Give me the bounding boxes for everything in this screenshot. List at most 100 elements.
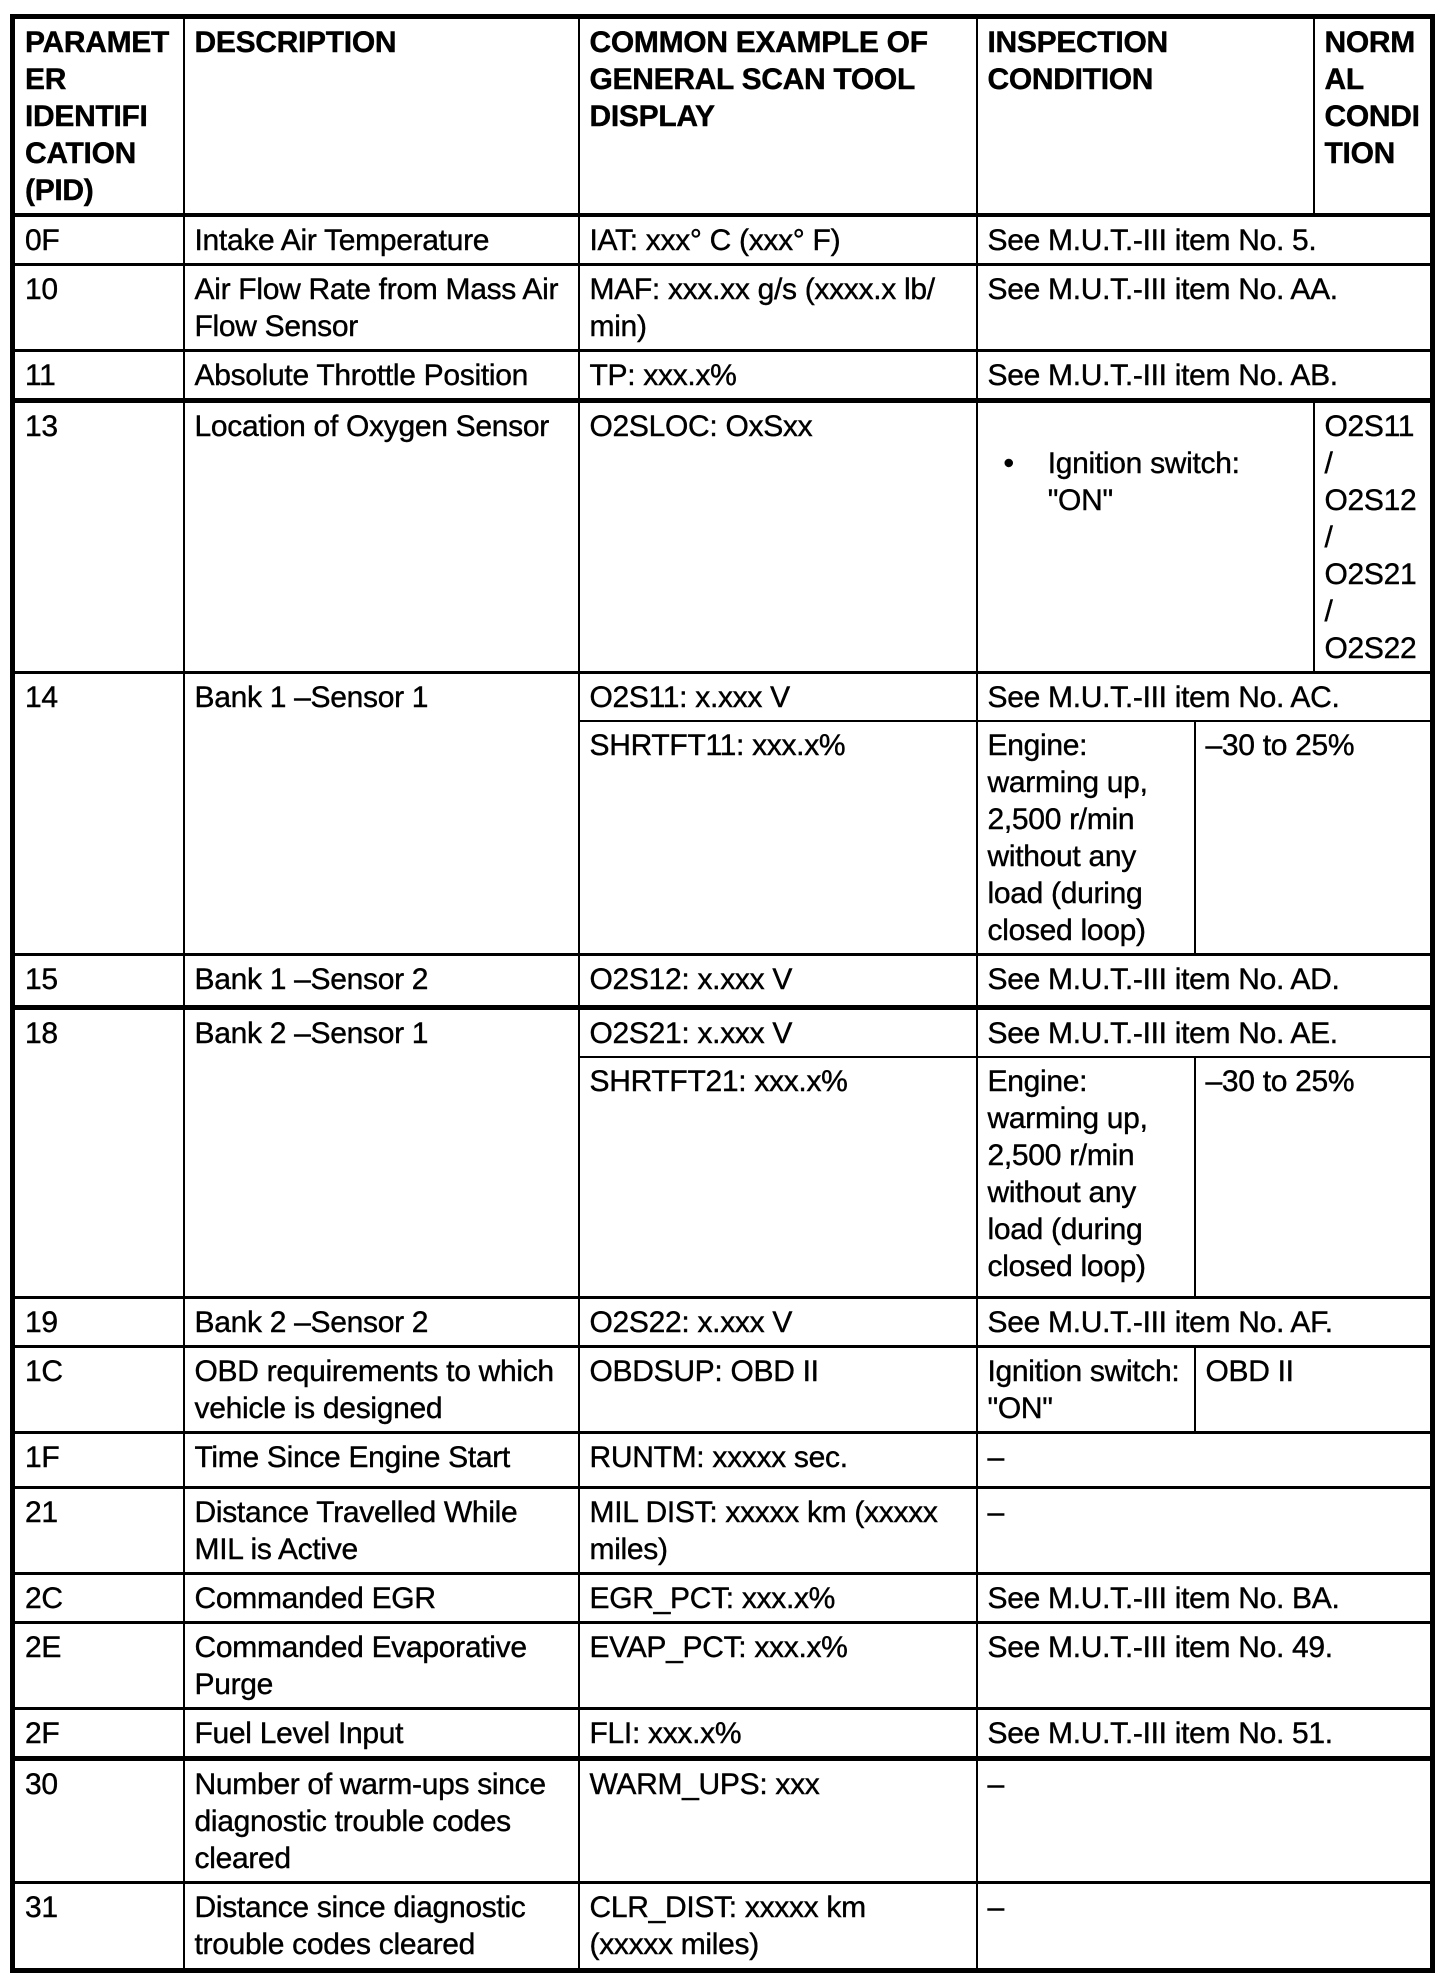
table-row-15: 15 Bank 1 –Sensor 2 O2S12: x.xxx V See M… [11,953,1434,1009]
description-cell: Location of Oxygen Sensor [182,398,580,674]
table-row-1F: 1F Time Since Engine Start RUNTM: xxxxx … [11,1430,1434,1488]
condition-cell: – [975,1880,1434,1971]
inspection-cell: Ignition switch: "ON" [975,1344,1196,1433]
condition-cell: See M.U.T.-III item No. 5. [975,213,1434,266]
table-row-13: 13 Location of Oxygen Sensor O2SLOC: OxS… [11,398,1434,674]
description-cell: Commanded EGR [182,1571,580,1623]
display-cell: O2S11: x.xxx V [577,671,978,722]
pid-cell: 31 [11,1880,185,1971]
pid-cell: 21 [11,1485,185,1574]
display-cell: O2S21: x.xxx V [577,1005,978,1058]
pid-cell: 19 [11,1295,185,1347]
description-cell: Distance Travelled While MIL is Active [182,1485,580,1574]
inspection-cell: • Ignition switch: "ON" [975,398,1315,674]
table-row-2F: 2F Fuel Level Input FLI: xxx.x% See M.U.… [11,1706,1434,1759]
table-row-30: 30 Number of warm-ups since diagnostic t… [11,1755,1434,1883]
description-cell: Number of warm-ups since diagnostic trou… [182,1755,580,1883]
description-cell: Absolute Throttle Position [182,349,580,402]
inspection-cell: Engine: warming up, 2,500 r/min without … [975,720,1196,956]
description-cell: Time Since Engine Start [182,1430,580,1488]
pid-cell: 0F [11,213,185,266]
description-cell: Bank 2 –Sensor 1 [182,1005,580,1298]
pid-cell: 2E [11,1620,185,1709]
normal-condition-cell: –30 to 25% [1193,720,1434,956]
description-cell: Fuel Level Input [182,1706,580,1759]
header-inspection-condition: INSPECTION CONDITION [975,15,1315,217]
table-row-14-sub: SHRTFT11: xxx.x% Engine: warming up, 2,5… [13,720,1434,956]
description-cell: Bank 1 –Sensor 1 [182,671,580,956]
pid-cell: 18 [11,1005,185,1298]
description-cell: Air Flow Rate from Mass Air Flow Sensor [182,263,580,352]
display-cell: TP: xxx.x% [577,349,978,402]
condition-cell: See M.U.T.-III item No. AD. [975,953,1434,1009]
pid-cell: 2C [11,1571,185,1623]
display-cell: O2S22: x.xxx V [577,1295,978,1347]
normal-condition-cell: OBD II [1193,1344,1434,1433]
pid-cell: 1F [11,1430,185,1488]
table-row-2E: 2E Commanded Evaporative Purge EVAP_PCT:… [11,1620,1434,1709]
display-cell: EVAP_PCT: xxx.x% [577,1620,978,1709]
display-cell: CLR_DIST: xxxxx km (xxxxx miles) [577,1880,978,1971]
display-cell: IAT: xxx° C (xxx° F) [577,213,978,266]
table-row-11: 11 Absolute Throttle Position TP: xxx.x%… [11,349,1434,402]
display-cell: RUNTM: xxxxx sec. [577,1430,978,1488]
pid-cell: 30 [11,1755,185,1883]
pid-cell: 11 [11,349,185,402]
table-row-0F: 0F Intake Air Temperature IAT: xxx° C (x… [11,213,1434,266]
header-description: DESCRIPTION [182,15,580,217]
display-cell: MAF: xxx.xx g/s (xxxx.x lb/ min) [577,263,978,352]
condition-cell: See M.U.T.-III item No. AB. [975,349,1434,402]
pid-cell: 14 [11,671,185,956]
pid-cell: 13 [11,398,185,674]
display-cell: OBDSUP: OBD II [577,1344,978,1433]
pid-cell: 1C [11,1344,185,1433]
inspection-cell: Engine: warming up, 2,500 r/min without … [975,1056,1196,1298]
description-cell: OBD requirements to which vehicle is des… [182,1344,580,1433]
display-cell: MIL DIST: xxxxx km (xxxxx miles) [577,1485,978,1574]
display-cell: O2SLOC: OxSxx [577,398,978,674]
pid-cell: 10 [11,263,185,352]
condition-cell: See M.U.T.-III item No. AA. [975,263,1434,352]
table-row-1C: 1C OBD requirements to which vehicle is … [11,1344,1434,1433]
header-display: COMMON EXAMPLE OF GENERAL SCAN TOOL DISP… [577,15,978,217]
header-pid: PARAMET ER IDENTIFI CATION (PID) [11,15,185,217]
table-row-21: 21 Distance Travelled While MIL is Activ… [11,1485,1434,1574]
table-row-31: 31 Distance since diagnostic trouble cod… [11,1880,1434,1971]
pid-cell: 15 [11,953,185,1009]
display-cell: O2S12: x.xxx V [577,953,978,1009]
pid-parameter-table: PARAMET ER IDENTIFI CATION (PID) DESCRIP… [10,14,1436,1973]
display-cell: FLI: xxx.x% [577,1706,978,1759]
condition-cell: See M.U.T.-III item No. AC. [975,671,1434,722]
inspection-text: Ignition switch: "ON" [1047,447,1241,517]
description-cell: Intake Air Temperature [182,213,580,266]
normal-condition-cell: –30 to 25% [1193,1056,1434,1298]
table-row-2C: 2C Commanded EGR EGR_PCT: xxx.x% See M.U… [11,1571,1434,1623]
bullet-marker: • [1003,447,1014,480]
condition-cell: See M.U.T.-III item No. AE. [975,1005,1434,1058]
table-row-18-sub: SHRTFT21: xxx.x% Engine: warming up, 2,5… [13,1056,1434,1298]
condition-cell: – [975,1485,1434,1574]
table-row-19: 19 Bank 2 –Sensor 2 O2S22: x.xxx V See M… [11,1295,1434,1347]
description-cell: Distance since diagnostic trouble codes … [182,1880,580,1971]
normal-condition-cell: O2S11 / O2S12 / O2S21 / O2S22 [1312,398,1434,674]
display-cell: SHRTFT11: xxx.x% [577,720,978,956]
description-cell: Bank 1 –Sensor 2 [182,953,580,1009]
condition-cell: See M.U.T.-III item No. 49. [975,1620,1434,1709]
display-cell: EGR_PCT: xxx.x% [577,1571,978,1623]
condition-cell: – [975,1430,1434,1488]
description-cell: Commanded Evaporative Purge [182,1620,580,1709]
condition-cell: – [975,1755,1434,1883]
description-cell: Bank 2 –Sensor 2 [182,1295,580,1347]
condition-cell: See M.U.T.-III item No. AF. [975,1295,1434,1347]
table-row-14: 14 Bank 1 –Sensor 1 O2S11: x.xxx V See M… [11,671,1434,956]
display-cell: SHRTFT21: xxx.x% [577,1056,978,1298]
table-row-10: 10 Air Flow Rate from Mass Air Flow Sens… [11,263,1434,352]
pid-cell: 2F [11,1706,185,1759]
bulleted-condition: • Ignition switch: "ON" [988,445,1305,519]
table-row-18: 18 Bank 2 –Sensor 1 O2S21: x.xxx V See M… [11,1005,1434,1298]
header-normal-condition: NORM AL CONDI TION [1312,15,1434,217]
condition-cell: See M.U.T.-III item No. 51. [975,1706,1434,1759]
condition-cell: See M.U.T.-III item No. BA. [975,1571,1434,1623]
display-cell: WARM_UPS: xxx [577,1755,978,1883]
table-header-row: PARAMET ER IDENTIFI CATION (PID) DESCRIP… [11,15,1434,217]
